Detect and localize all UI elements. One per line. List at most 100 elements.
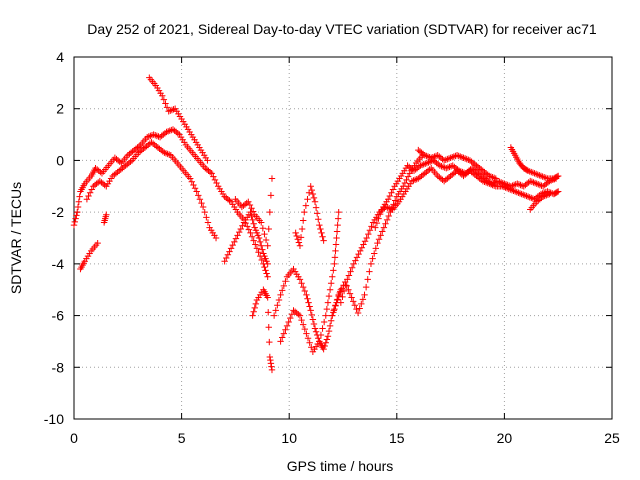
data-point <box>447 163 455 170</box>
data-point <box>132 145 140 152</box>
y-axis-label: SDTVAR / TECUs <box>8 182 24 294</box>
data-point <box>124 152 131 159</box>
data-point <box>518 190 525 198</box>
data-point <box>264 260 271 268</box>
data-point <box>158 132 165 140</box>
data-point <box>109 172 116 180</box>
data-point <box>312 204 320 211</box>
data-point <box>127 158 134 165</box>
data-point <box>98 179 105 186</box>
data-point <box>375 236 383 243</box>
x-tick-label: 20 <box>497 430 513 446</box>
data-point <box>111 154 119 162</box>
data-point <box>347 268 354 275</box>
data-point <box>293 309 300 317</box>
data-point <box>360 241 367 248</box>
data-point <box>164 128 172 135</box>
data-point <box>161 130 169 137</box>
data-point <box>211 176 219 184</box>
data-point <box>307 307 314 314</box>
data-point <box>410 167 418 174</box>
data-point <box>501 180 508 187</box>
data-point <box>201 208 208 216</box>
data-point <box>114 168 121 176</box>
data-point <box>224 196 232 203</box>
data-point <box>350 298 357 305</box>
data-point <box>538 182 545 189</box>
data-point <box>296 312 304 319</box>
data-point <box>76 193 83 200</box>
data-point <box>332 241 340 248</box>
data-point <box>258 219 265 226</box>
data-point <box>539 193 547 200</box>
data-point <box>425 159 432 166</box>
data-point <box>471 161 479 168</box>
data-point <box>303 330 310 337</box>
data-point <box>421 170 428 177</box>
data-point <box>450 170 458 177</box>
data-point <box>375 215 382 222</box>
data-point <box>451 163 458 171</box>
data-point <box>171 127 178 134</box>
data-point <box>555 172 562 180</box>
data-point <box>238 203 246 211</box>
data-point <box>262 267 269 274</box>
data-point <box>174 130 182 137</box>
data-point <box>265 225 272 233</box>
data-point <box>243 199 250 207</box>
data-point <box>337 288 344 295</box>
data-point <box>541 192 548 200</box>
data-point <box>150 131 157 138</box>
data-point <box>221 258 228 265</box>
data-point <box>413 175 420 183</box>
data-point <box>303 291 310 299</box>
data-point <box>468 158 475 165</box>
data-point <box>478 172 486 180</box>
data-point <box>247 208 254 216</box>
data-point <box>522 181 529 189</box>
data-point <box>530 179 537 186</box>
grid-lines <box>74 57 612 419</box>
data-point <box>515 181 523 188</box>
data-point <box>202 164 209 172</box>
data-point <box>261 230 268 238</box>
data-point <box>460 154 467 162</box>
data-point <box>509 182 516 189</box>
data-point <box>382 220 389 227</box>
data-point <box>313 210 321 217</box>
data-point <box>302 202 310 209</box>
data-point <box>364 276 371 283</box>
data-point <box>266 208 274 216</box>
data-point <box>264 242 271 249</box>
data-point <box>166 151 173 158</box>
data-point <box>418 149 425 156</box>
data-point <box>334 296 341 303</box>
data-point <box>326 322 334 330</box>
data-point <box>524 193 532 200</box>
data-point <box>160 131 167 138</box>
data-point <box>266 353 274 361</box>
data-point <box>290 307 297 314</box>
data-point <box>437 175 445 182</box>
x-tick-label: 10 <box>281 430 297 446</box>
data-point <box>73 212 80 219</box>
data-point <box>308 186 315 194</box>
data-point <box>426 166 433 173</box>
data-point <box>510 181 518 189</box>
data-point <box>555 188 562 195</box>
data-point <box>408 177 416 185</box>
data-point <box>304 334 312 342</box>
data-point <box>542 174 550 182</box>
data-point <box>528 168 535 176</box>
data-point <box>458 153 466 161</box>
data-point <box>516 190 524 197</box>
data-point <box>533 198 540 205</box>
data-point <box>145 141 152 149</box>
data-point <box>437 154 445 162</box>
data-point <box>308 311 315 319</box>
data-point <box>83 196 91 203</box>
data-point <box>531 179 539 187</box>
data-point <box>120 163 128 171</box>
data-point <box>195 192 202 199</box>
data-point <box>126 150 133 158</box>
